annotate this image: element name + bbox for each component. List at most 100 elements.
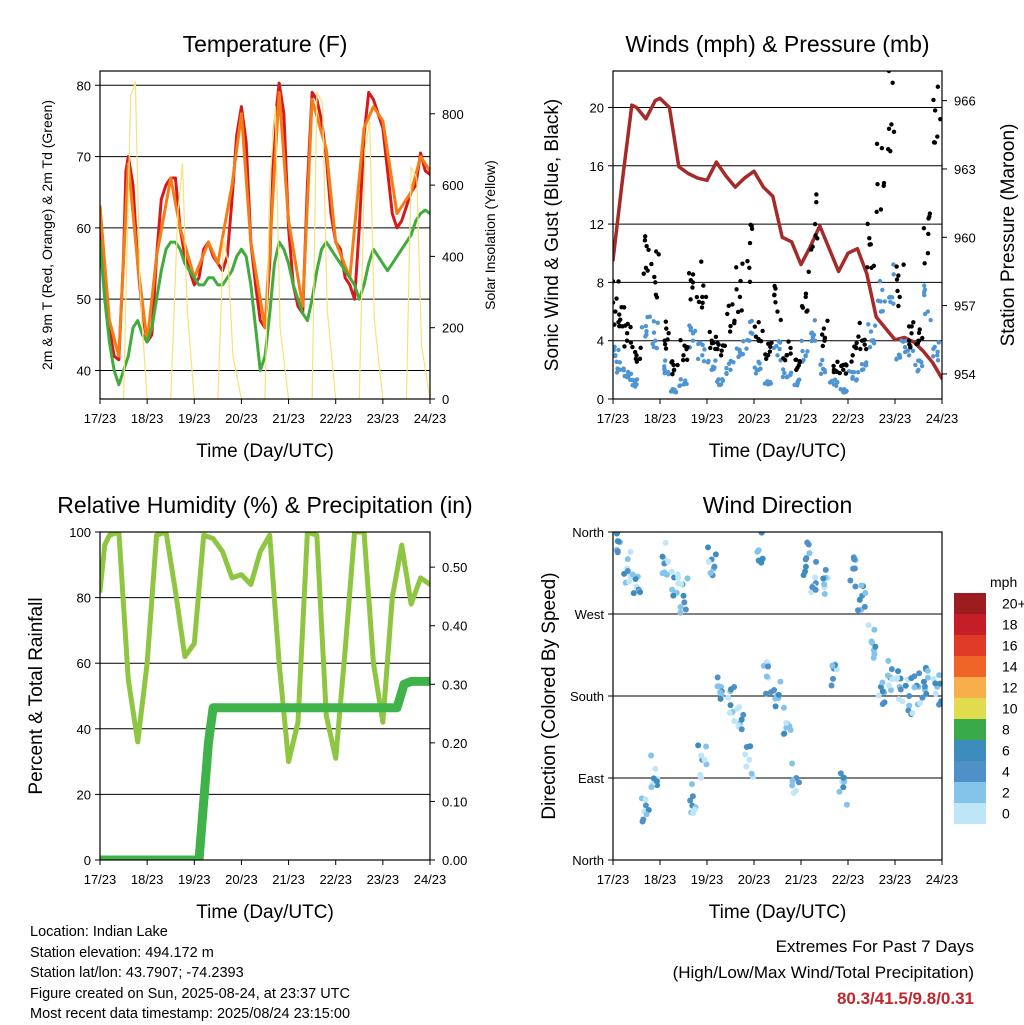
data-point bbox=[716, 342, 721, 347]
data-point bbox=[917, 327, 922, 332]
data-point bbox=[891, 262, 896, 267]
data-point bbox=[652, 765, 659, 772]
data-point bbox=[690, 338, 696, 343]
data-point bbox=[628, 324, 633, 330]
data-point bbox=[754, 367, 760, 373]
data-point bbox=[737, 294, 743, 300]
data-point bbox=[889, 295, 895, 300]
data-point bbox=[613, 353, 618, 359]
data-point bbox=[671, 388, 676, 393]
data-point bbox=[856, 334, 861, 339]
data-point bbox=[844, 363, 849, 368]
data-point bbox=[699, 259, 704, 264]
series-line bbox=[100, 676, 430, 860]
data-point bbox=[624, 568, 631, 575]
data-point bbox=[936, 672, 942, 679]
data-point bbox=[866, 322, 871, 327]
data-point bbox=[678, 337, 683, 343]
data-point bbox=[865, 622, 872, 629]
data-point bbox=[720, 377, 725, 382]
y-tick-label: 20 bbox=[77, 787, 91, 802]
data-point bbox=[796, 377, 801, 383]
data-point bbox=[731, 718, 738, 725]
data-point bbox=[844, 388, 849, 394]
data-point bbox=[623, 323, 628, 328]
data-point bbox=[765, 379, 770, 384]
data-point bbox=[669, 586, 676, 593]
data-point bbox=[651, 319, 657, 324]
data-point bbox=[924, 674, 931, 681]
legend-label: 16 bbox=[1002, 638, 1018, 654]
y-tick-label: 12 bbox=[590, 217, 604, 232]
data-point bbox=[654, 295, 660, 300]
data-point bbox=[879, 679, 886, 686]
data-point bbox=[789, 760, 796, 767]
data-point bbox=[748, 330, 753, 335]
data-point bbox=[644, 329, 649, 334]
data-point bbox=[897, 686, 904, 693]
data-point bbox=[684, 381, 689, 387]
data-point bbox=[701, 359, 707, 364]
data-point bbox=[698, 752, 705, 759]
x-tick-label: 20/23 bbox=[738, 872, 771, 887]
legend-swatch bbox=[954, 593, 986, 614]
data-point bbox=[705, 360, 711, 365]
data-point bbox=[677, 383, 682, 389]
data-point bbox=[833, 368, 838, 374]
data-point bbox=[671, 362, 676, 368]
data-point bbox=[690, 285, 695, 290]
data-point bbox=[837, 770, 844, 777]
data-point bbox=[821, 590, 828, 597]
data-point bbox=[780, 374, 786, 380]
data-point bbox=[808, 247, 814, 252]
data-point bbox=[822, 566, 829, 573]
data-point bbox=[786, 339, 791, 344]
data-point bbox=[717, 695, 724, 702]
data-point bbox=[754, 548, 761, 555]
x-tick-label: 23/23 bbox=[367, 411, 400, 426]
y-tick-label: 0 bbox=[597, 392, 604, 407]
data-point bbox=[788, 372, 793, 377]
data-point bbox=[645, 806, 652, 813]
legend-swatch bbox=[954, 782, 986, 803]
data-point bbox=[928, 317, 933, 323]
data-point bbox=[637, 356, 643, 362]
data-point bbox=[872, 643, 879, 650]
data-point bbox=[879, 688, 886, 695]
data-point bbox=[899, 698, 906, 705]
data-point bbox=[745, 258, 750, 264]
data-point bbox=[849, 359, 854, 364]
winds-pressure-panel: Winds (mph) & Pressure (mb) 0 4 8 12 16 20 954 9… bbox=[542, 31, 1019, 462]
data-point bbox=[734, 346, 740, 351]
data-point bbox=[643, 323, 649, 329]
data-point bbox=[911, 673, 918, 680]
data-point bbox=[671, 368, 677, 373]
data-point bbox=[752, 324, 758, 329]
data-point bbox=[854, 377, 860, 382]
data-point bbox=[758, 559, 765, 566]
y-right-tick-label: 200 bbox=[442, 321, 464, 336]
x-axis-label: Time (Day/UTC) bbox=[709, 902, 847, 923]
data-point bbox=[924, 667, 931, 674]
data-point bbox=[895, 668, 902, 675]
data-point bbox=[886, 126, 892, 132]
data-point bbox=[901, 262, 906, 267]
panel-title: Wind Direction bbox=[703, 492, 853, 518]
data-point bbox=[801, 357, 806, 363]
data-point bbox=[894, 357, 899, 362]
data-point bbox=[829, 378, 835, 384]
data-point bbox=[906, 338, 912, 343]
data-point bbox=[885, 147, 891, 152]
data-point bbox=[691, 806, 698, 813]
data-point bbox=[834, 383, 839, 388]
data-point bbox=[882, 299, 888, 304]
data-point bbox=[730, 302, 735, 307]
y-tick-label: 60 bbox=[77, 221, 91, 236]
y-right-tick-label: 0.30 bbox=[442, 677, 467, 692]
extremes-values: 80.3/41.5/9.8/0.31 bbox=[836, 989, 974, 1008]
data-point bbox=[738, 278, 743, 284]
data-point bbox=[715, 346, 720, 352]
data-point bbox=[713, 358, 718, 363]
data-point bbox=[896, 273, 901, 278]
